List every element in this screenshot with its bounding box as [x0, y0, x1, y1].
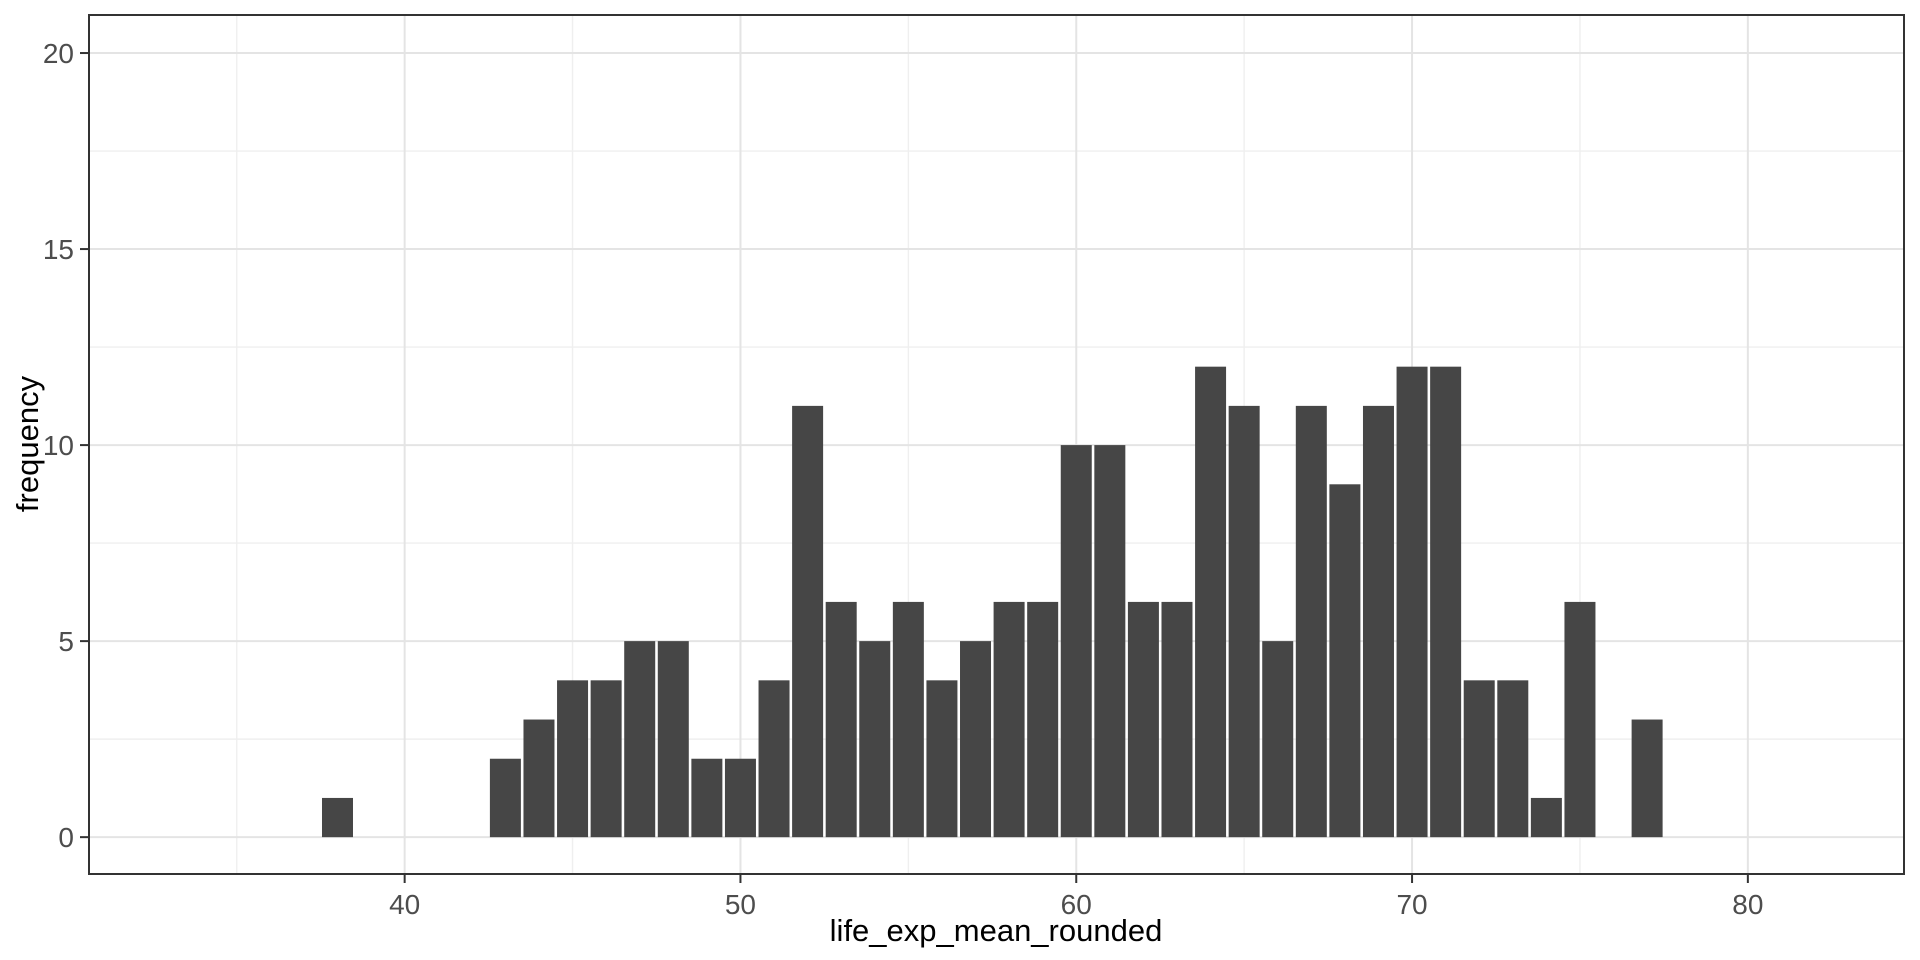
histogram-bar	[1463, 680, 1495, 838]
histogram-bar	[859, 641, 891, 838]
y-tick-label: 0	[58, 822, 74, 853]
histogram-bar	[1631, 719, 1663, 838]
histogram-bar	[1430, 366, 1462, 838]
histogram-bar	[758, 680, 790, 838]
histogram-bar	[993, 601, 1025, 838]
y-tick-label: 10	[43, 430, 74, 461]
histogram-bar	[1161, 601, 1193, 838]
x-tick-label: 80	[1732, 889, 1763, 920]
histogram-bar	[1329, 484, 1361, 838]
axis-tick-labels: 40 50 60 70 80 0 5 10 15 20	[43, 38, 1764, 920]
histogram-bar	[557, 680, 589, 838]
histogram-bar	[1094, 445, 1126, 838]
histogram-bar	[1362, 405, 1394, 838]
histogram-bar	[590, 680, 622, 838]
histogram-bar	[1195, 366, 1227, 838]
histogram-bar	[489, 758, 521, 838]
y-tick-label: 15	[43, 234, 74, 265]
histogram-bar	[1564, 601, 1596, 838]
histogram-bars	[321, 366, 1663, 838]
histogram-bar	[1060, 445, 1092, 838]
histogram-bar	[1295, 405, 1327, 838]
x-tick-label: 70	[1396, 889, 1427, 920]
histogram-bar	[691, 758, 723, 838]
x-tick-label: 60	[1061, 889, 1092, 920]
histogram-bar	[321, 797, 353, 838]
histogram-bar	[1228, 405, 1260, 838]
histogram-bar	[825, 601, 857, 838]
histogram-bar	[624, 641, 656, 838]
histogram-bar	[926, 680, 958, 838]
x-tick-label: 40	[389, 889, 420, 920]
histogram-bar	[523, 719, 555, 838]
histogram-bar	[892, 601, 924, 838]
histogram-bar	[657, 641, 689, 838]
histogram-bar	[1027, 601, 1059, 838]
histogram-bar	[1127, 601, 1159, 838]
histogram-bar	[1497, 680, 1529, 838]
histogram-bar	[792, 405, 824, 838]
histogram-bar	[1530, 797, 1562, 838]
x-axis-title: life_exp_mean_rounded	[830, 913, 1163, 948]
histogram-bar	[1262, 641, 1294, 838]
x-tick-label: 50	[725, 889, 756, 920]
histogram-bar	[724, 758, 756, 838]
histogram-bar	[960, 641, 992, 838]
y-tick-label: 20	[43, 38, 74, 69]
axis-ticks	[80, 52, 1749, 883]
y-tick-label: 5	[58, 626, 74, 657]
y-axis-title: frequency	[10, 375, 45, 512]
histogram-bar	[1396, 366, 1428, 838]
